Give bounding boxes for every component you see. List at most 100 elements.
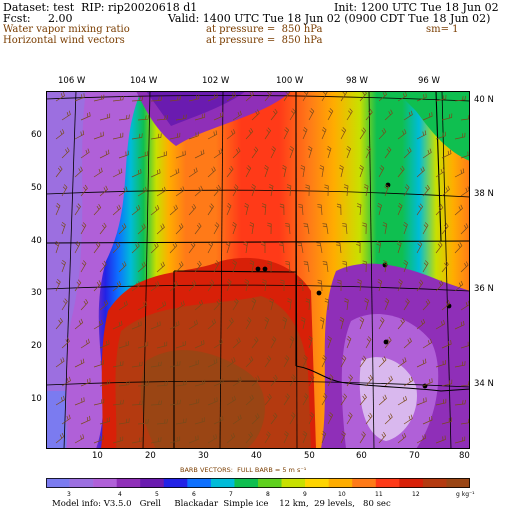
wind-barb [231, 222, 237, 235]
wind-barb [213, 222, 220, 235]
wind-barb [321, 393, 328, 406]
wind-barb [93, 435, 104, 444]
wind-barb [175, 186, 185, 197]
wind-barb [441, 222, 449, 235]
wind-barb [283, 355, 290, 368]
wind-barb [397, 279, 403, 292]
wind-barb [213, 148, 223, 159]
wind-barb [175, 380, 187, 387]
wind-barb [289, 412, 296, 425]
wind-barb [359, 431, 366, 444]
wind-barb [376, 241, 381, 254]
wind-barb [287, 298, 292, 311]
wind-barb [118, 223, 127, 235]
wind-barb [156, 301, 167, 311]
wind-barb [264, 393, 272, 406]
wind-barb [359, 393, 367, 406]
wind-barb [441, 379, 453, 387]
wind-barb [150, 96, 163, 102]
wind-barb [232, 414, 242, 425]
wind-barb [357, 279, 362, 292]
wind-barb [289, 108, 296, 121]
wind-barb [232, 260, 237, 273]
wind-barb [378, 317, 385, 330]
wind-barb [327, 336, 332, 349]
wind-barb [150, 437, 162, 444]
wind-barb [207, 203, 214, 216]
lon-label: 104 W [130, 76, 158, 86]
wind-barb [99, 260, 107, 273]
wind-barb [362, 222, 367, 235]
wind-barb [61, 376, 71, 387]
x-tick: 20 [145, 451, 156, 461]
wind-barb [322, 223, 329, 235]
colorbar-label: 4 [118, 491, 122, 498]
wind-barb [150, 281, 160, 292]
wind-barb [169, 95, 181, 102]
colorbar-label: 9 [303, 491, 307, 498]
wind-barb [359, 355, 367, 368]
wind-barb [118, 300, 128, 311]
field1-level: at pressure = 850 hPa [206, 24, 323, 35]
wind-barb [416, 279, 424, 292]
wind-barb [131, 133, 143, 140]
lat-label: 36 N [474, 284, 494, 294]
field1-name: Water vapor mixing ratio [3, 24, 130, 35]
colorbar-label: 3 [67, 491, 71, 498]
wind-barb [232, 147, 241, 159]
wind-barb [169, 204, 178, 216]
wind-barb [340, 393, 348, 406]
wind-barb [403, 376, 413, 387]
wind-barb [321, 91, 328, 102]
wind-barb [317, 203, 323, 216]
colorbar [46, 478, 470, 488]
x-tick: 40 [251, 451, 262, 461]
lon-label: 100 W [276, 76, 304, 86]
wind-barb [194, 149, 205, 159]
wind-barb [286, 184, 292, 197]
wind-barb [188, 131, 199, 140]
colorbar-swatch [258, 478, 282, 488]
wind-barb [188, 435, 199, 444]
wind-barb [422, 222, 429, 235]
wind-barb [156, 151, 167, 159]
wind-barb [194, 299, 204, 311]
wind-barb [99, 185, 108, 197]
wind-barb [169, 361, 181, 368]
wind-barb [118, 418, 130, 425]
wind-barb [422, 184, 430, 197]
wind-barb [396, 241, 402, 254]
wind-barb [226, 129, 236, 140]
dry-region-southwest [46, 391, 67, 449]
wind-barb [441, 299, 451, 311]
wind-barb [150, 204, 160, 216]
wind-barb [384, 336, 392, 349]
wind-barb [416, 93, 427, 102]
wind-barb [156, 418, 168, 425]
wind-barb [245, 317, 252, 330]
wind-barb [194, 417, 205, 425]
graticule [46, 91, 470, 449]
wind-barb [169, 132, 181, 140]
city-marker [385, 182, 391, 188]
wind-barb [305, 298, 311, 311]
wind-barb [356, 203, 362, 216]
wind-barb [460, 381, 470, 387]
wind-barb [99, 339, 110, 349]
wind-barb [137, 151, 148, 159]
wind-barb [55, 357, 65, 368]
wind-barb [137, 341, 149, 349]
wind-barb [416, 166, 425, 178]
wind-barb [131, 242, 140, 254]
wind-barb [150, 168, 161, 178]
wind-barb [340, 127, 347, 140]
wind-barb [454, 242, 463, 254]
wind-barb [150, 242, 159, 254]
wind-barb [188, 359, 199, 368]
wind-barb [435, 435, 446, 444]
wind-barb [74, 241, 81, 254]
wind-barb [346, 146, 352, 159]
wind-barb [74, 203, 81, 216]
wind-barb [74, 397, 85, 406]
wind-barb [339, 317, 345, 330]
